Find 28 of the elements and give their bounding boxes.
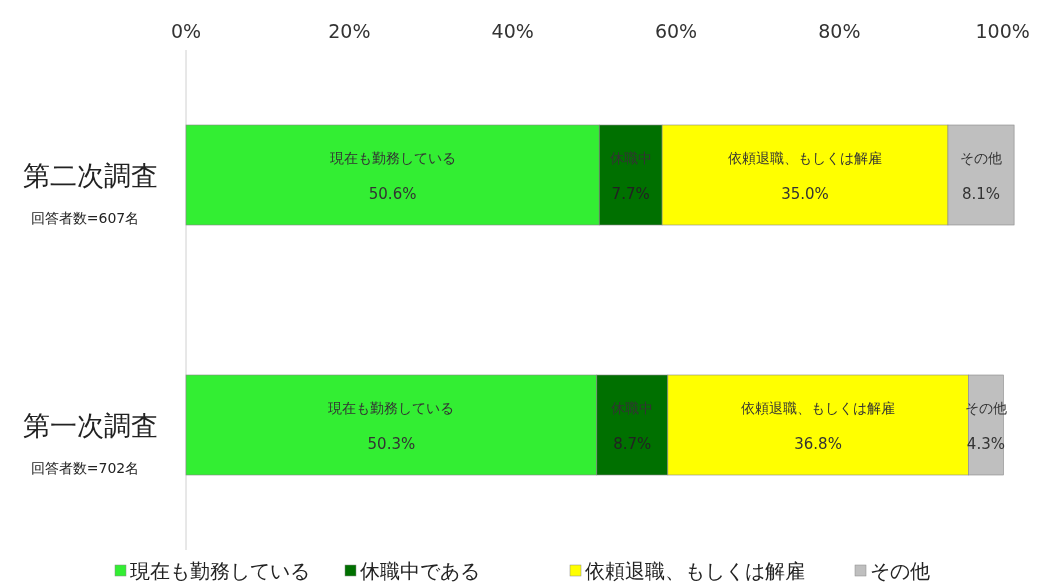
- data-label: 35.0%: [781, 185, 829, 203]
- data-label: 36.8%: [794, 435, 842, 453]
- data-label: 50.3%: [367, 435, 416, 453]
- data-label: 7.7%: [611, 185, 650, 203]
- annotation: 休職中: [611, 400, 654, 416]
- text: 回答者数=702名: [30, 460, 140, 476]
- data-label: 8.7%: [613, 435, 652, 453]
- x-tick-label: 0%: [170, 20, 202, 42]
- annotation: 現在も勤務している: [329, 150, 456, 166]
- legend-label: その他: [870, 559, 930, 583]
- legend-label: 依頼退職、もしくは解雇: [585, 559, 805, 583]
- annotation: 現在も勤務している: [328, 400, 455, 416]
- data-label: 50.6%: [368, 185, 417, 203]
- annotation: その他: [960, 150, 1003, 166]
- x-tick-label: 100%: [975, 20, 1030, 42]
- y-tick-label: 第二次調査: [22, 160, 158, 191]
- x-tick-label: 20%: [328, 20, 371, 42]
- text: 回答者数=607名: [30, 210, 140, 226]
- y-tick-label: 第一次調査: [22, 410, 158, 441]
- legend-label: 現在も勤務している: [130, 559, 310, 583]
- x-tick-label: 40%: [491, 20, 534, 42]
- x-tick-label: 60%: [654, 20, 698, 42]
- x-tick-label: 80%: [818, 20, 861, 42]
- data-label: 8.1%: [961, 185, 1001, 203]
- annotation: 休職中: [609, 150, 652, 166]
- annotation: 依頼退職、もしくは解雇: [741, 400, 896, 416]
- annotation: 依頼退職、もしくは解雇: [728, 150, 883, 166]
- legend-label: 休職中である: [360, 559, 480, 583]
